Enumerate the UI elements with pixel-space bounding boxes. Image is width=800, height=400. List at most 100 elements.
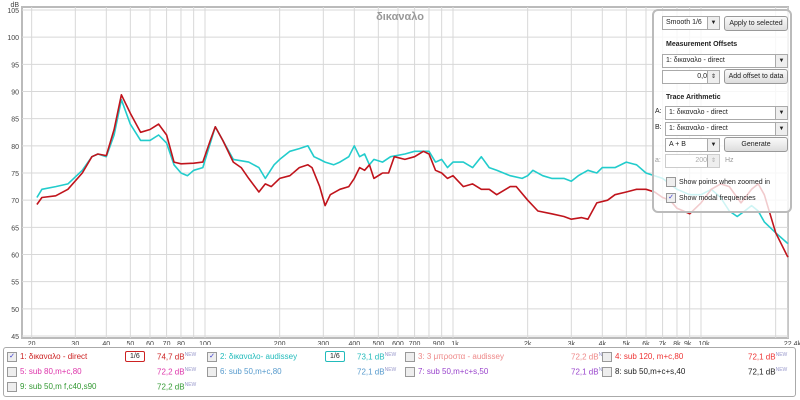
smoothing-select[interactable]: Smooth 1/6 ▼: [662, 16, 720, 30]
a-label: A:: [655, 108, 662, 115]
y-tick-label: 100: [7, 35, 19, 42]
legend-item[interactable]: 9: sub 50,m f,c40,s90 72,2 dBNEW: [7, 382, 196, 392]
legend-label: 2: δικαναλο- audissey: [220, 352, 298, 362]
y-tick-label: 105: [7, 8, 19, 15]
y-tick-label: 85: [11, 117, 19, 124]
spinner-icon[interactable]: ⇕: [707, 71, 719, 83]
checkmark-icon[interactable]: ✓: [7, 352, 17, 362]
frequency-value: 200: [695, 157, 707, 164]
x-tick-label: 900: [433, 341, 445, 345]
freq-unit: Hz: [725, 157, 734, 164]
show-points-label: Show points when zoomed in: [679, 178, 771, 186]
x-tick-label: 30: [71, 341, 79, 345]
legend-label: 4: sub 120, m+c,80: [615, 352, 684, 362]
x-tick-label: 22,4k Hz: [784, 341, 800, 345]
new-badge: NEW: [384, 367, 397, 373]
x-tick-label: 50: [126, 341, 134, 345]
y-axis-label: dB: [10, 2, 19, 9]
generate-button[interactable]: Generate: [724, 137, 788, 152]
spinner-icon[interactable]: ⇕: [707, 155, 719, 167]
checkbox-icon[interactable]: [666, 177, 676, 187]
legend-label: 1: δικαναλο - direct: [20, 352, 88, 362]
legend-value: 72,2 dBNEW: [157, 382, 197, 392]
new-badge: NEW: [184, 352, 197, 358]
legend-value: 72,2 dBNEW: [157, 367, 197, 377]
offset-value: 0,0: [697, 73, 707, 80]
y-tick-label: 60: [11, 253, 19, 260]
x-tick-label: 100: [199, 341, 211, 345]
y-tick-label: 75: [11, 171, 19, 178]
legend-label: 3: 3 μπροστα - audissey: [418, 352, 504, 362]
checkmark-icon[interactable]: ✓: [207, 352, 217, 362]
measurement-legend: ✓ 1: δικαναλο - direct 74,7 dBNEW 1/6 ✓ 2: δι…: [3, 347, 796, 397]
show-points-checkbox[interactable]: Show points when zoomed in: [666, 177, 770, 187]
checkbox-icon[interactable]: [602, 367, 612, 377]
trace-b-select[interactable]: 1: δικαναλο - direct ▼: [665, 122, 788, 136]
checkbox-icon[interactable]: [405, 367, 415, 377]
checkmark-icon[interactable]: ✓: [666, 193, 676, 203]
b-label: B:: [655, 124, 662, 131]
chart-title: δικαναλο: [376, 11, 424, 23]
x-tick-label: 200: [274, 341, 286, 345]
x-tick-label: 70: [163, 341, 171, 345]
legend-value: 72,1 dBNEW: [748, 352, 788, 362]
offset-measurement-select[interactable]: 1: δικαναλο - direct ▼: [662, 54, 788, 68]
offset-input[interactable]: 0,0 ⇕: [662, 70, 720, 84]
x-tick-label: 1k: [451, 341, 459, 345]
x-tick-label: 8k: [673, 341, 681, 345]
y-tick-label: 55: [11, 280, 19, 287]
legend-value: 73,1 dBNEW: [357, 352, 397, 362]
x-tick-label: 60: [146, 341, 154, 345]
x-tick-label: 6k: [642, 341, 650, 345]
legend-item[interactable]: ✓ 1: δικαναλο - direct 74,7 dBNEW 1/6: [7, 351, 196, 362]
trace-a-value: 1: δικαναλο - direct: [669, 109, 728, 116]
checkbox-icon[interactable]: [405, 352, 415, 362]
legend-label: 9: sub 50,m f,c40,s90: [20, 382, 97, 392]
legend-item[interactable]: 6: sub 50,m+c,80 72,1 dBNEW: [207, 367, 396, 377]
x-tick-label: 2k: [524, 341, 532, 345]
y-tick-label: 65: [11, 225, 19, 232]
checkbox-icon[interactable]: [602, 352, 612, 362]
x-tick-label: 700: [409, 341, 421, 345]
operation-select[interactable]: A + B ▼: [665, 138, 720, 152]
legend-value: 74,7 dBNEW: [157, 352, 197, 362]
y-tick-label: 90: [11, 90, 19, 97]
chevron-down-icon: ▼: [775, 55, 787, 67]
chevron-down-icon: ▼: [707, 139, 719, 151]
y-tick-label: 80: [11, 144, 19, 151]
smoothing-value: Smooth 1/6: [666, 19, 702, 26]
show-modal-checkbox[interactable]: ✓ Show modal frequencies: [666, 193, 756, 203]
offsets-title: Measurement Offsets: [666, 41, 738, 48]
checkbox-icon[interactable]: [207, 367, 217, 377]
apply-to-selected-button[interactable]: Apply to selected: [724, 16, 788, 31]
legend-item[interactable]: 4: sub 120, m+c,80 72,1 dBNEW: [602, 352, 787, 362]
checkbox-icon[interactable]: [7, 367, 17, 377]
x-tick-label: 600: [392, 341, 404, 345]
legend-value: 72,1 dBNEW: [357, 367, 397, 377]
x-tick-label: 9k: [684, 341, 692, 345]
legend-label: 8: sub 50,m+c+s,40: [615, 367, 686, 377]
y-tick-label: 95: [11, 62, 19, 69]
x-tick-label: 20: [28, 341, 36, 345]
arith-title: Trace Arithmetic: [666, 94, 721, 101]
trace-a-select[interactable]: 1: δικαναλο - direct ▼: [665, 106, 788, 120]
add-offset-button[interactable]: Add offset to data: [724, 69, 788, 84]
smoothing-badge[interactable]: 1/6: [325, 351, 345, 362]
frequency-input[interactable]: 200 ⇕: [665, 154, 720, 168]
new-badge: NEW: [184, 382, 197, 388]
new-badge: NEW: [775, 352, 788, 358]
smoothing-badge[interactable]: 1/6: [125, 351, 145, 362]
chevron-down-icon: ▼: [775, 107, 787, 119]
checkbox-icon[interactable]: [7, 382, 17, 392]
x-tick-label: 500: [373, 341, 385, 345]
chevron-down-icon: ▼: [775, 123, 787, 135]
legend-item[interactable]: 8: sub 50,m+c+s,40 72,1 dBNEW: [602, 367, 787, 377]
offset-measurement-value: 1: δικαναλο - direct: [666, 57, 725, 64]
x-tick-label: 10k: [698, 341, 710, 345]
a-freq-label: a:: [655, 157, 661, 164]
legend-item[interactable]: 5: sub 80,m+c,80 72,2 dBNEW: [7, 367, 196, 377]
legend-value: 72,1 dBNEW: [748, 367, 788, 377]
legend-item[interactable]: ✓ 2: δικαναλο- audissey 73,1 dBNEW 1/6: [207, 351, 396, 362]
